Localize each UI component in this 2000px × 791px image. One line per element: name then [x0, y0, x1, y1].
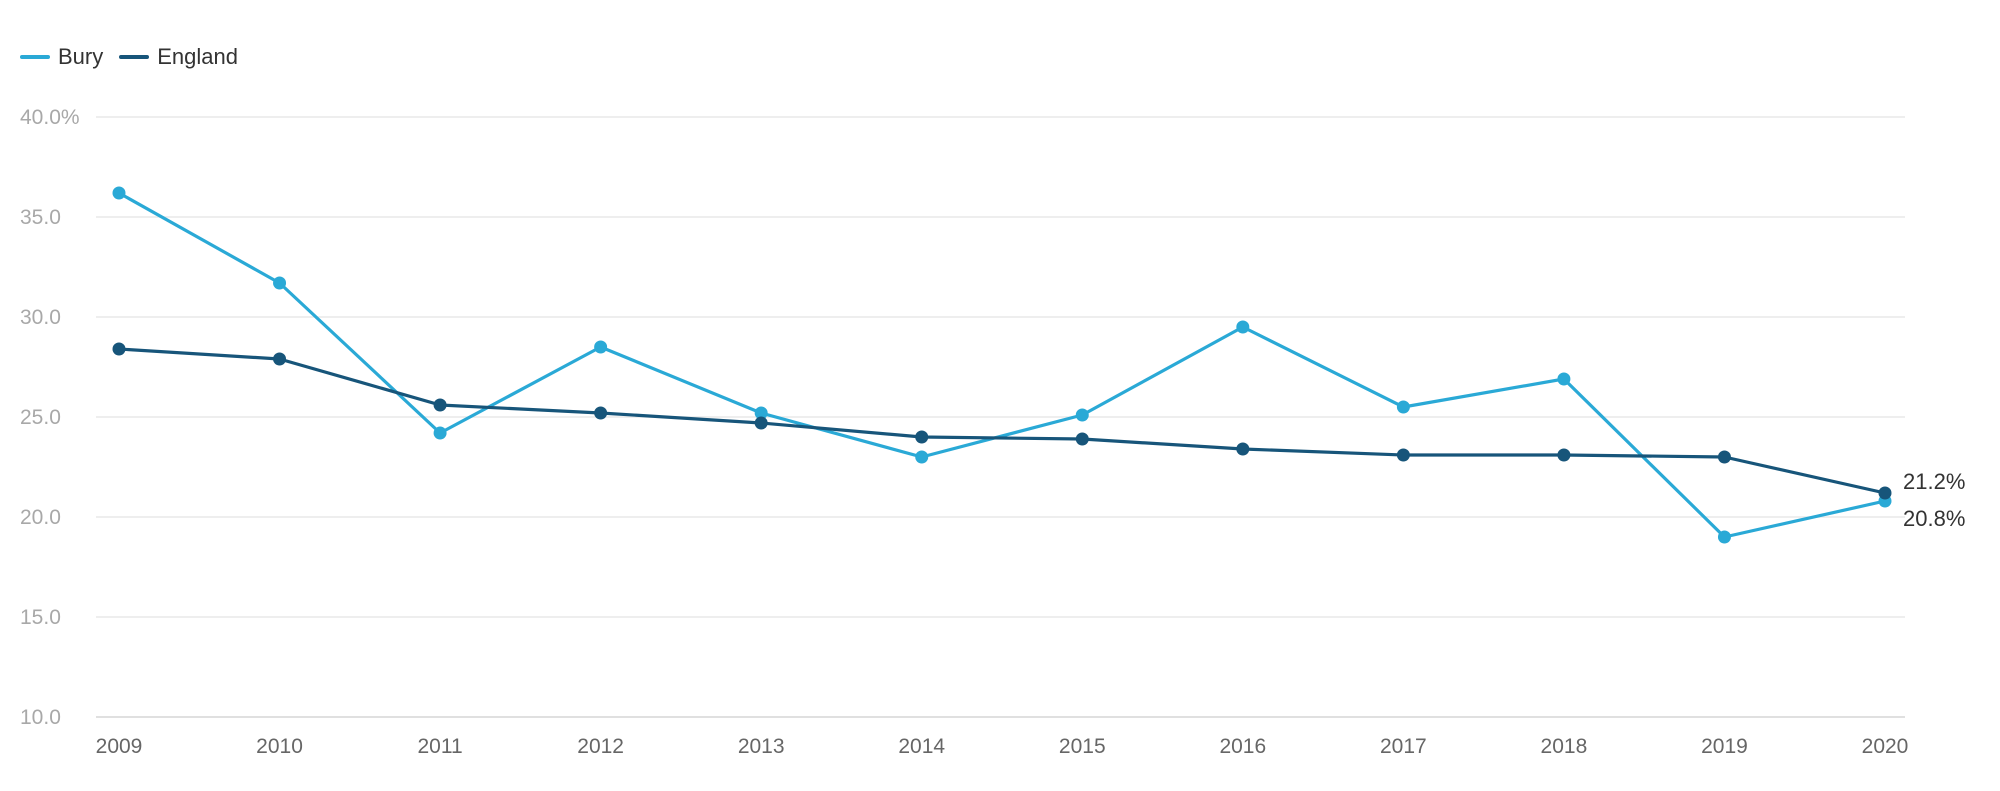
- x-tick-label: 2011: [418, 735, 463, 758]
- data-point-england: [112, 342, 126, 356]
- x-tick-label: 2010: [256, 735, 303, 758]
- data-point-bury: [1396, 400, 1410, 414]
- y-tick-label: 20.0: [20, 506, 61, 529]
- x-tick-label: 2012: [577, 735, 624, 758]
- data-point-england: [594, 406, 608, 420]
- data-point-england: [754, 416, 768, 430]
- data-point-bury: [273, 276, 287, 290]
- data-point-england: [1396, 448, 1410, 462]
- data-point-bury: [594, 340, 608, 354]
- x-tick-label: 2018: [1541, 735, 1588, 758]
- y-tick-label: 30.0: [20, 306, 61, 329]
- legend-item-bury[interactable]: Bury: [20, 44, 103, 70]
- x-tick-label: 2015: [1059, 735, 1106, 758]
- data-point-england: [1236, 442, 1250, 456]
- data-point-bury: [1717, 530, 1731, 544]
- data-point-england: [433, 398, 447, 412]
- x-tick-label: 2014: [898, 735, 945, 758]
- data-point-england: [915, 430, 929, 444]
- data-point-england: [1878, 486, 1892, 500]
- x-tick-label: 2017: [1380, 735, 1427, 758]
- data-point-england: [1557, 448, 1571, 462]
- legend-label-bury: Bury: [58, 44, 104, 69]
- data-point-bury: [1075, 408, 1089, 422]
- data-point-bury: [433, 426, 447, 440]
- legend-label-england: England: [157, 44, 238, 69]
- end-label-england: 21.2%: [1903, 469, 1965, 494]
- data-point-bury: [112, 186, 126, 200]
- end-label-bury: 20.8%: [1903, 506, 1965, 531]
- x-tick-label: 2019: [1701, 735, 1748, 758]
- y-tick-label: 25.0: [20, 406, 61, 429]
- y-tick-label: 15.0: [20, 606, 61, 629]
- x-tick-label: 2013: [738, 735, 785, 758]
- data-point-bury: [1236, 320, 1250, 334]
- y-tick-label: 40.0%: [20, 106, 80, 129]
- data-point-england: [273, 352, 287, 366]
- x-tick-label: 2020: [1862, 735, 1909, 758]
- x-tick-label: 2009: [96, 735, 143, 758]
- data-point-bury: [1557, 372, 1571, 386]
- legend-swatch-bury: [20, 55, 50, 59]
- series-line-england: [117, 347, 1887, 495]
- data-point-bury: [915, 450, 929, 464]
- y-tick-label: 35.0: [20, 206, 61, 229]
- series-line-bury: [117, 191, 1887, 539]
- data-point-england: [1717, 450, 1731, 464]
- legend: Bury England: [20, 42, 254, 72]
- data-point-bury: [754, 406, 768, 420]
- data-point-england: [1075, 432, 1089, 446]
- x-tick-label: 2016: [1219, 735, 1266, 758]
- legend-swatch-england: [119, 55, 150, 59]
- legend-item-england[interactable]: England: [119, 44, 238, 70]
- y-tick-label: 10.0: [20, 706, 61, 729]
